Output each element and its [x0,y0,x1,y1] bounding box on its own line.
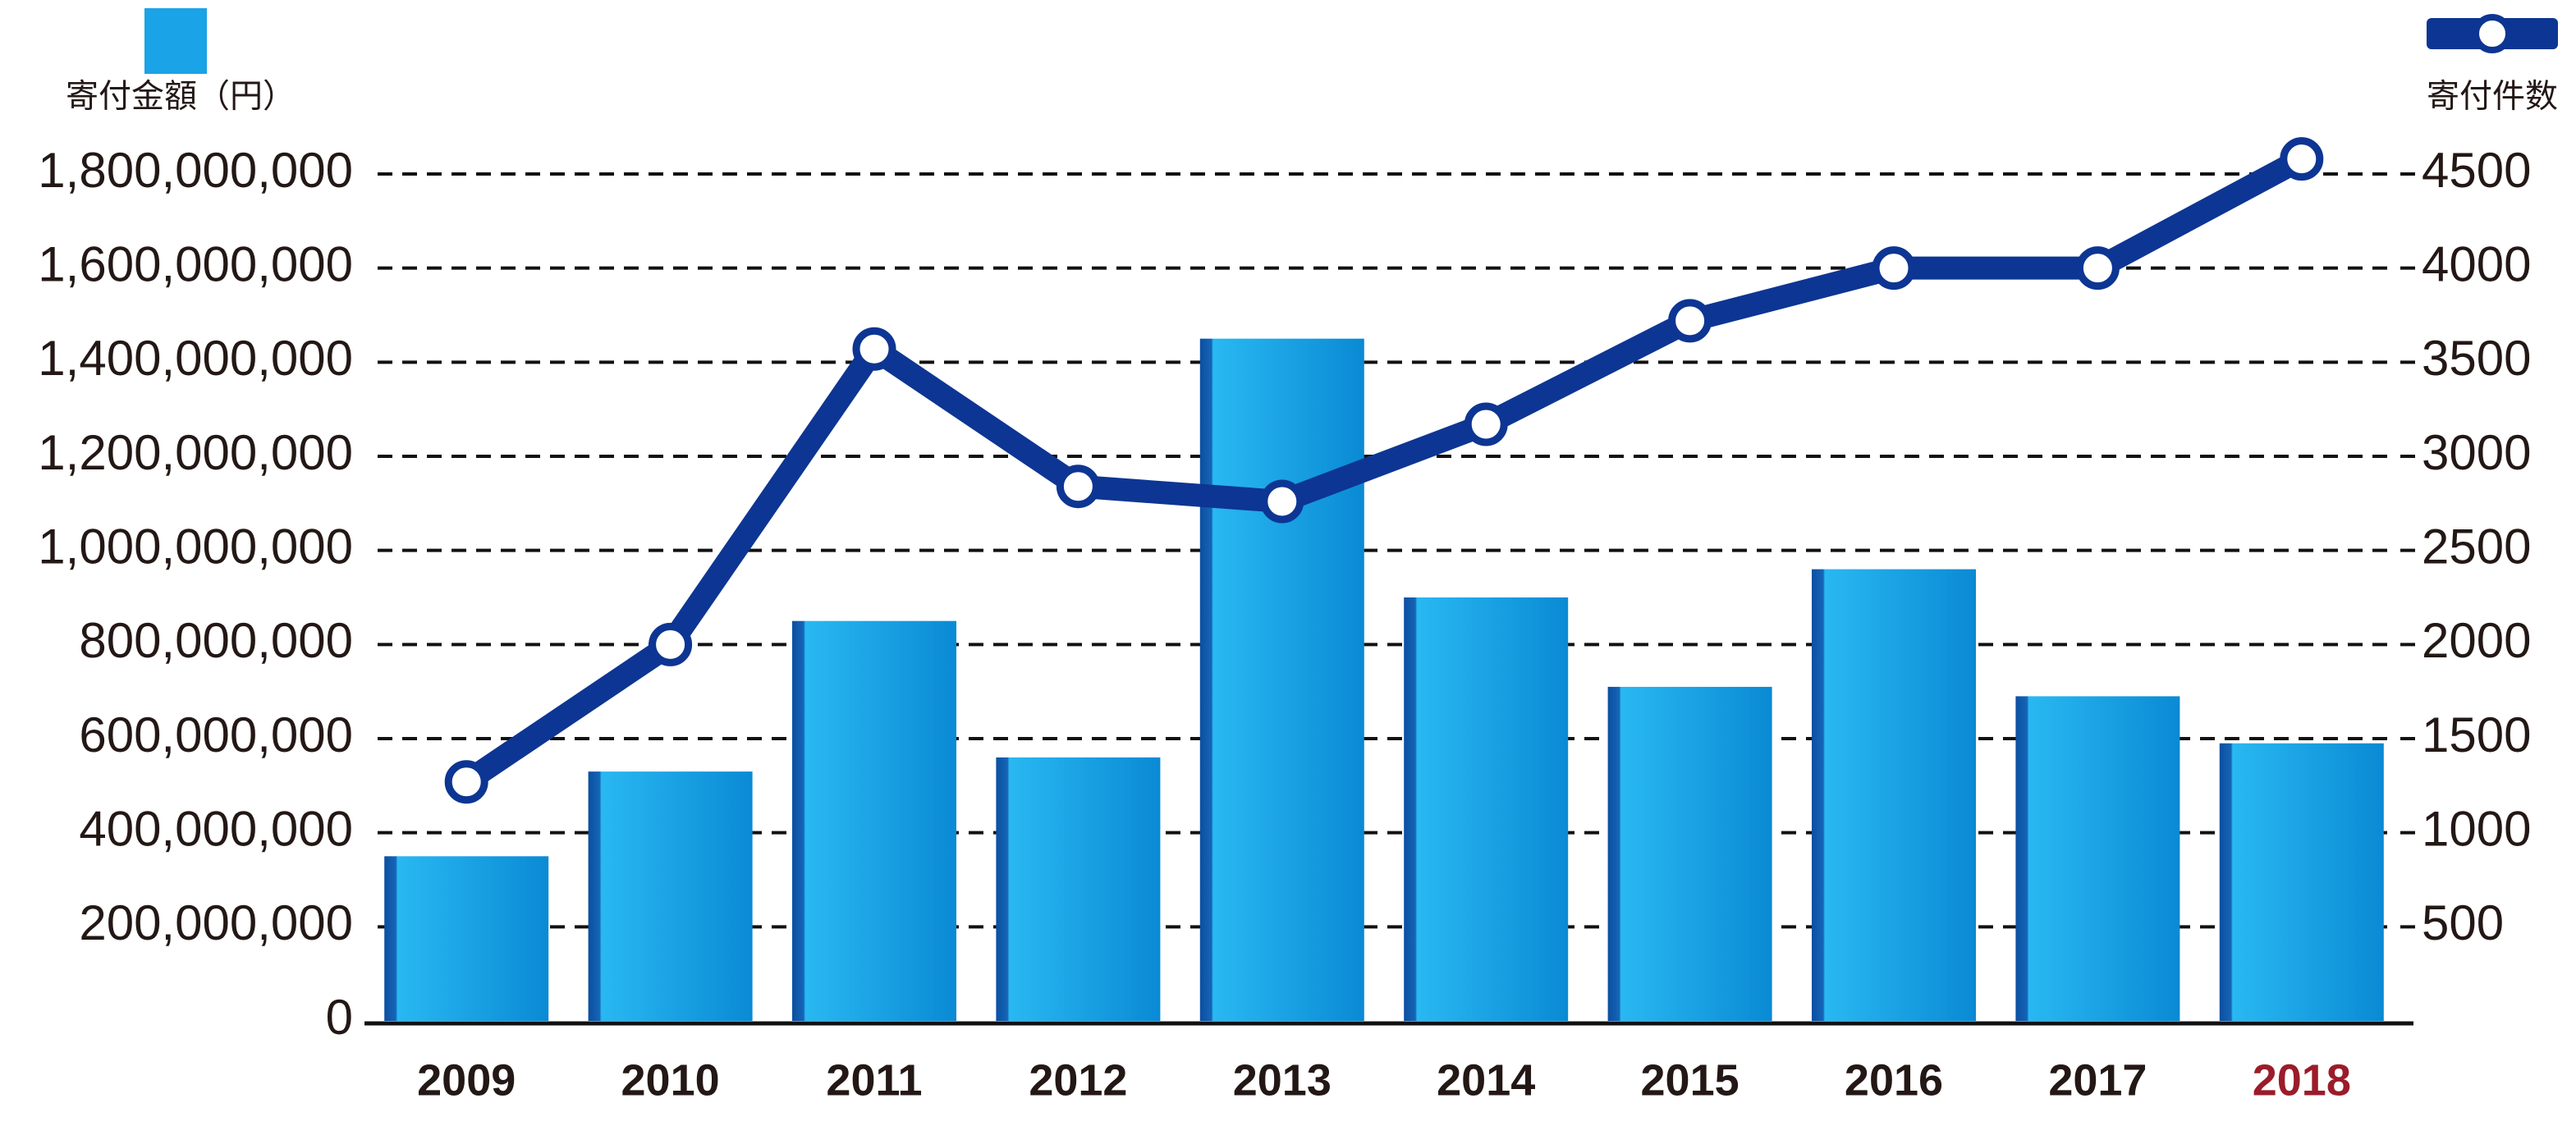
y-tick-label: 600,000,000 [79,707,353,762]
y-tick-label: 1,400,000,000 [38,331,353,386]
x-tick-label: 2009 [417,1055,516,1105]
x-tick-label: 2015 [1641,1055,1739,1105]
x-tick-label: 2010 [621,1055,720,1105]
y-tick-label: 400,000,000 [79,802,353,857]
x-tick-label: 2012 [1029,1055,1127,1105]
line-marker [1260,479,1304,524]
line-marker [1872,246,1916,291]
bar [1607,686,1772,1021]
line-marker [1056,465,1100,509]
legend-line-marker [2473,14,2512,53]
y2-tick-label: 3000 [2422,425,2531,480]
y-tick-label: 0 [326,990,353,1045]
bar [996,757,1161,1021]
y2-tick-label: 500 [2422,895,2504,950]
bar [792,620,956,1021]
y-tick-label: 1,200,000,000 [38,425,353,480]
x-tick-label: 2018 [2253,1055,2351,1105]
bar [1812,569,1976,1021]
line-marker [1668,299,1712,343]
y2-tick-label: 4500 [2422,143,2531,198]
x-tick-label: 2014 [1437,1055,1535,1105]
line-marker [1464,402,1508,446]
y2-tick-label: 3500 [2422,331,2531,386]
y-tick-label: 1,000,000,000 [38,519,353,574]
legend-bar-swatch [144,8,207,74]
bar [588,771,753,1021]
line-marker [2280,137,2324,181]
y-tick-label: 1,800,000,000 [38,143,353,198]
y2-tick-label: 1500 [2422,707,2531,762]
y2-tick-label: 4000 [2422,237,2531,292]
line-marker [649,622,693,666]
bar [1404,597,1569,1021]
legend-bar-label: 寄付金額（円） [66,79,296,115]
y2-tick-label: 2500 [2422,519,2531,574]
bar [1199,338,1364,1022]
y-tick-label: 200,000,000 [79,895,353,950]
bar [2015,696,2180,1021]
y2-tick-label: 2000 [2422,613,2531,668]
legend-line-label: 寄付件数 [2427,79,2558,115]
y-tick-label: 800,000,000 [79,613,353,668]
x-tick-label: 2016 [1845,1055,1943,1105]
line-marker [2075,246,2120,291]
line [460,149,2308,792]
bar [384,856,549,1021]
y2-tick-label: 1000 [2422,802,2531,857]
x-tick-label: 2011 [826,1055,922,1105]
line-marker [444,760,488,804]
x-tick-label: 2017 [2048,1055,2147,1105]
bar [2219,743,2384,1021]
y-tick-label: 1,600,000,000 [38,237,353,292]
x-tick-label: 2013 [1233,1055,1332,1105]
line-marker [852,327,896,371]
